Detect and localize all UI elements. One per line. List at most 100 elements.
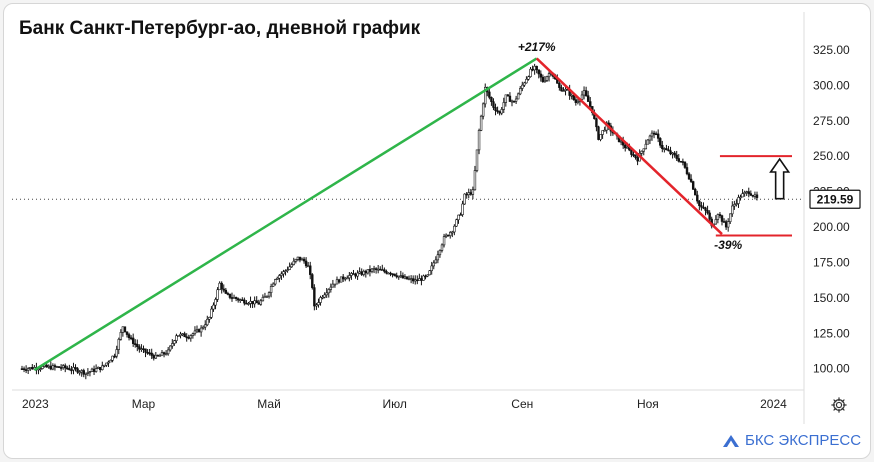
candle-body xyxy=(169,345,172,351)
arrow-group xyxy=(769,157,791,200)
candle-body xyxy=(502,102,505,110)
candle-body xyxy=(288,266,291,270)
candle-body xyxy=(560,87,563,92)
candle-body xyxy=(208,317,211,320)
candle-body xyxy=(352,273,355,275)
candle-body xyxy=(251,301,254,305)
x-ticks-group: 2023 Мар Май Июл Сен Ноя 2024 xyxy=(22,397,787,411)
candle-body xyxy=(107,361,110,364)
candle-body xyxy=(309,265,312,275)
candle-body xyxy=(177,335,180,337)
candle-body xyxy=(183,333,186,338)
candle-body xyxy=(428,270,431,276)
candle-body xyxy=(187,337,190,339)
gear-icon[interactable] xyxy=(830,396,848,414)
x-tick-label: Сен xyxy=(511,397,533,411)
candle-body xyxy=(259,300,263,305)
candle-body xyxy=(234,297,238,300)
candle-body xyxy=(319,297,322,303)
candle-body xyxy=(290,264,293,268)
chart-title: Банк Санкт-Петербург-ао, дневной график xyxy=(19,18,421,39)
candle-body xyxy=(344,277,347,280)
candle-body xyxy=(144,348,147,353)
candle-body xyxy=(455,219,458,227)
candle-body xyxy=(78,371,81,374)
candle-body xyxy=(160,352,164,356)
candle-body xyxy=(570,94,573,97)
candle-body xyxy=(430,265,433,272)
candle-body xyxy=(545,76,549,81)
candle-body xyxy=(580,94,584,100)
candle-body xyxy=(263,296,267,298)
price-chart[interactable]: +217% -39% 100.00 125.00 150.00 175.00 200.00… xyxy=(4,4,870,458)
candle-body xyxy=(484,86,487,105)
candle-body xyxy=(700,205,703,208)
candle-body xyxy=(708,212,711,220)
candle-body xyxy=(109,359,112,363)
candle-body xyxy=(731,205,734,215)
candle-body xyxy=(755,194,759,198)
candle-body xyxy=(271,283,275,287)
candle-body xyxy=(274,279,277,285)
candle-body xyxy=(411,278,415,282)
candle-body xyxy=(117,339,120,350)
candle-body xyxy=(691,181,695,190)
candle-body xyxy=(61,365,65,368)
candle-body xyxy=(714,219,718,225)
candle-body xyxy=(393,273,396,276)
candle-body xyxy=(201,326,205,329)
candle-body xyxy=(389,272,392,275)
candle-body xyxy=(521,84,524,89)
candle-body xyxy=(123,326,127,333)
candle-body xyxy=(453,225,456,233)
candle-body xyxy=(253,300,256,305)
candle-body xyxy=(523,82,526,86)
candle-body xyxy=(47,365,50,368)
candle-body xyxy=(737,197,740,204)
candle-body xyxy=(306,265,310,268)
candle-body xyxy=(350,273,353,276)
y-ticks-group: 100.00125.00150.00175.00200.00225.00250.… xyxy=(813,43,850,376)
candle-body xyxy=(619,140,623,143)
candle-body xyxy=(150,352,153,356)
candle-body xyxy=(267,292,271,297)
candle-body xyxy=(446,234,450,237)
candle-body xyxy=(510,100,514,103)
candle-body xyxy=(300,258,304,261)
candle-body xyxy=(471,189,475,195)
candle-body xyxy=(597,126,600,140)
candle-body xyxy=(465,193,468,196)
candle-body xyxy=(214,299,217,306)
candle-body xyxy=(535,65,538,71)
brand-name: БКС ЭКСПРЕСС xyxy=(745,432,862,449)
candle-body xyxy=(418,278,421,281)
candle-body xyxy=(729,213,732,223)
candle-body xyxy=(90,368,94,372)
candle-body xyxy=(311,274,314,288)
candle-body xyxy=(372,268,376,270)
candle-body xyxy=(41,366,44,369)
candle-body xyxy=(718,214,722,216)
candle-body xyxy=(193,330,197,335)
candle-body xyxy=(654,133,658,136)
candle-body xyxy=(704,207,707,211)
candle-body xyxy=(444,234,448,237)
candle-body xyxy=(508,95,512,102)
last-price-label: 219.59 xyxy=(817,193,854,207)
candle-body xyxy=(191,333,195,336)
candle-body xyxy=(76,368,79,373)
candle-body xyxy=(533,65,536,71)
candle-body xyxy=(481,103,485,117)
candle-body xyxy=(469,192,473,195)
candle-body xyxy=(55,366,59,368)
last-price-label-group[interactable]: 219.59 xyxy=(809,189,861,209)
candle-body xyxy=(138,346,141,350)
candle-body xyxy=(646,139,650,145)
candle-body xyxy=(243,299,246,304)
candle-body xyxy=(669,150,672,155)
candle-body xyxy=(632,154,635,156)
y-tick-label: 250.00 xyxy=(813,149,850,163)
x-tick-label: Июл xyxy=(382,397,406,411)
y-tick-label: 125.00 xyxy=(813,326,850,340)
candle-body xyxy=(374,268,378,270)
